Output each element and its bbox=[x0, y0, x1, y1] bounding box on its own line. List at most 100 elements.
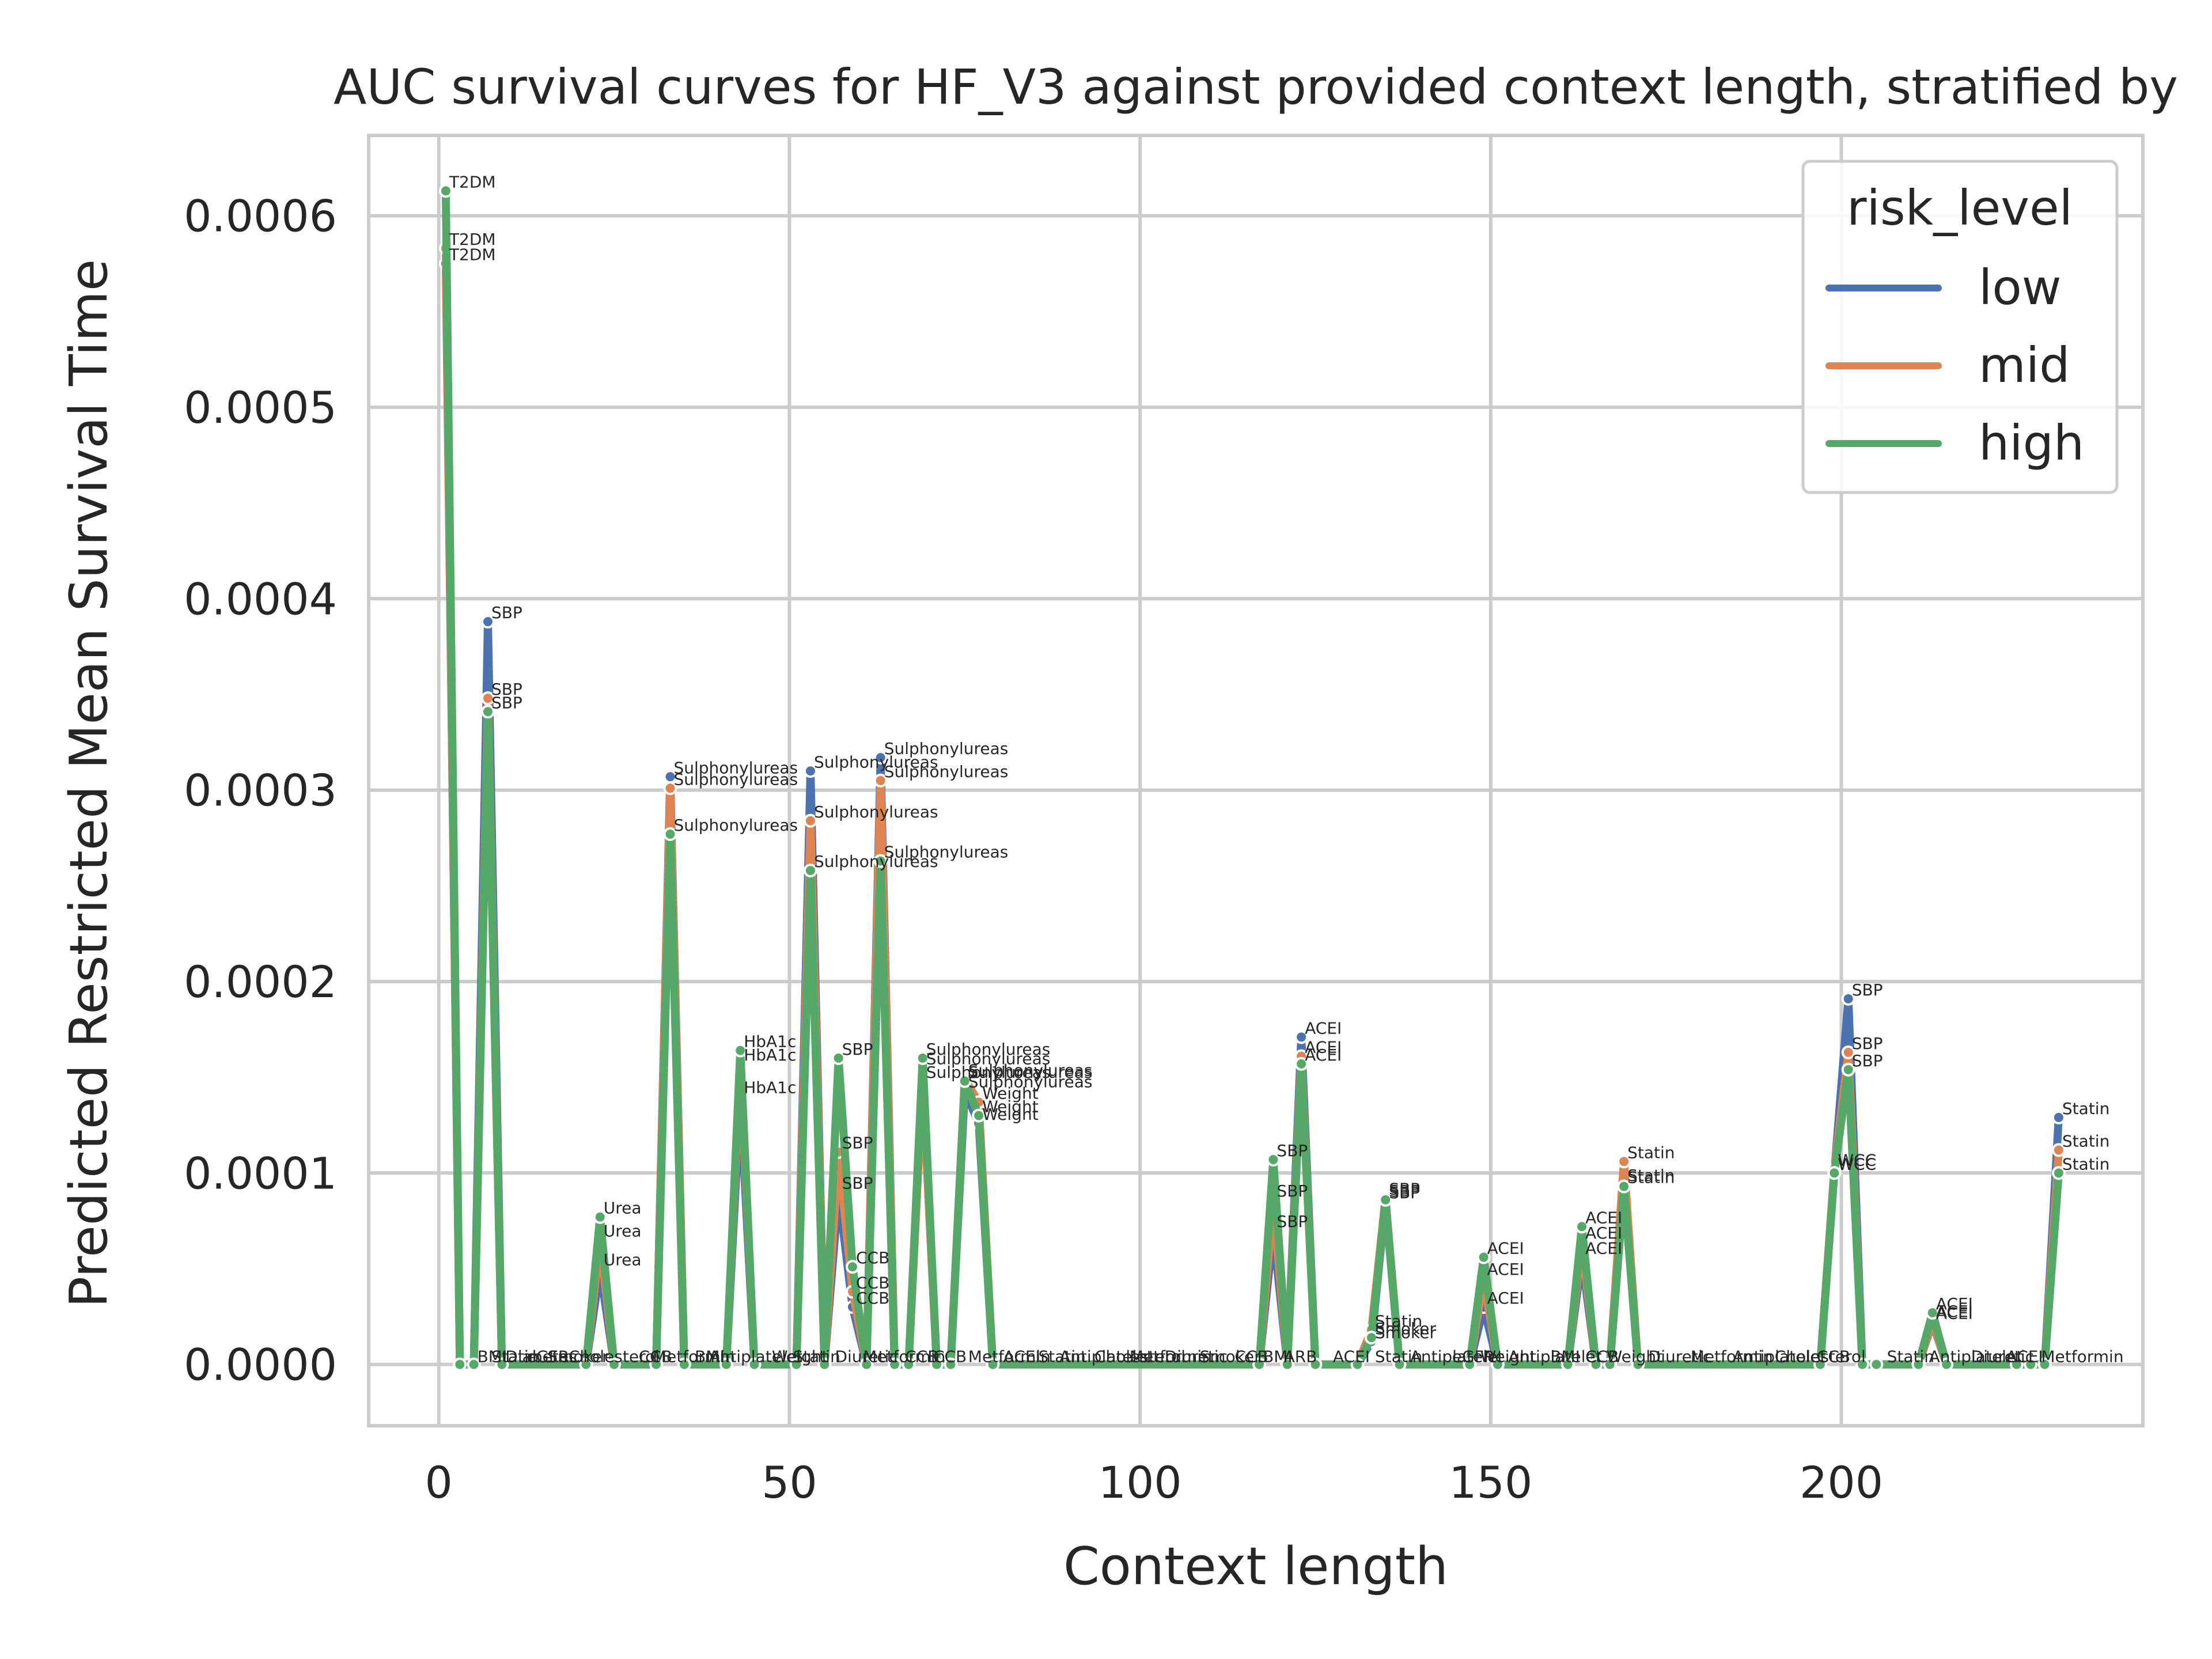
point-annotation: HbA1c bbox=[744, 1032, 796, 1051]
point-annotation: WCC bbox=[1838, 1154, 1876, 1173]
point-annotation: Sulphonylureas bbox=[673, 816, 798, 835]
point-annotation: ACEI bbox=[1487, 1289, 1524, 1308]
data-point-high bbox=[859, 1357, 874, 1372]
x-tick-label: 100 bbox=[1099, 1457, 1182, 1508]
legend-label-low: low bbox=[1979, 259, 2061, 316]
data-point-mid bbox=[663, 781, 677, 796]
data-point-high bbox=[2037, 1357, 2052, 1372]
point-annotation: ACEI bbox=[1305, 1018, 1342, 1037]
data-point-high bbox=[607, 1357, 622, 1372]
y-tick-label: 0.0001 bbox=[184, 1147, 337, 1199]
baseline-annotation: CCB bbox=[1817, 1347, 1850, 1366]
baseline-annotation: Diuretic bbox=[1971, 1347, 2034, 1366]
baseline-annotation: BMI bbox=[695, 1347, 725, 1366]
point-annotation: CCB bbox=[856, 1248, 889, 1267]
baseline-annotation: CCB bbox=[905, 1347, 938, 1366]
point-annotation: SBP bbox=[491, 693, 522, 712]
baseline-annotation: Metformin bbox=[653, 1347, 735, 1366]
baseline-annotation: ARB bbox=[1284, 1347, 1317, 1366]
point-annotation: ACEI bbox=[1585, 1239, 1622, 1258]
data-point-high bbox=[1631, 1357, 1645, 1372]
point-annotation: Sulphonylureas bbox=[968, 1072, 1093, 1091]
point-annotation: T2DM bbox=[449, 245, 496, 264]
baseline-annotation: Diuretic bbox=[835, 1347, 897, 1366]
baseline-annotation: Metformin bbox=[2041, 1347, 2123, 1366]
data-point-high bbox=[2009, 1357, 2024, 1372]
point-annotation: SBP bbox=[842, 1040, 873, 1059]
data-point-low bbox=[1841, 991, 1855, 1006]
x-tick-label: 50 bbox=[762, 1457, 817, 1508]
baseline-annotation: Metformin bbox=[863, 1347, 945, 1366]
baseline-annotation: Antiplatelet bbox=[709, 1347, 802, 1366]
point-annotation: SBP bbox=[1277, 1212, 1308, 1231]
data-point-high bbox=[972, 1108, 986, 1123]
data-point-high bbox=[1308, 1357, 1323, 1372]
point-annotation: CCB bbox=[856, 1289, 889, 1308]
point-annotation: Sulphonylureas bbox=[968, 1060, 1093, 1080]
y-tick-label: 0.0002 bbox=[184, 956, 337, 1007]
x-axis-ticks: 0 50 100 150 200 bbox=[425, 1457, 1883, 1508]
baseline-annotation: CCB bbox=[933, 1347, 967, 1366]
baseline-annotation: Smoker bbox=[547, 1347, 609, 1366]
data-point-high bbox=[1869, 1357, 1884, 1372]
data-point-high bbox=[1491, 1357, 1505, 1372]
axes-frame bbox=[367, 134, 2145, 1427]
data-point-high bbox=[663, 827, 677, 842]
point-annotation: Sulphonylureas bbox=[673, 770, 798, 789]
data-point-high bbox=[593, 1210, 607, 1224]
y-tick-label: 0.0006 bbox=[184, 191, 337, 242]
baseline-annotation: Smoker bbox=[1200, 1347, 1262, 1366]
legend-box bbox=[1801, 160, 2119, 494]
baseline-annotation: CCB bbox=[639, 1347, 672, 1366]
data-point-high bbox=[1463, 1357, 1477, 1372]
baseline-annotation: Weight bbox=[1607, 1347, 1663, 1366]
y-tick-label: 0.0005 bbox=[184, 382, 337, 433]
point-annotation: Sulphonylureas bbox=[673, 758, 798, 777]
baseline-annotation: Weight bbox=[772, 1347, 828, 1366]
annotation-layer: T2DM SBP Urea Sulphonylureas HbA1c Sulphonylu… bbox=[449, 172, 2124, 1366]
data-point-high bbox=[1294, 1056, 1309, 1071]
legend-items: low mid high bbox=[1825, 259, 2084, 471]
point-annotation: Urea bbox=[604, 1199, 642, 1218]
data-point-high bbox=[986, 1357, 1000, 1372]
y-axis-label: Predicted Restricted Mean Survival Time bbox=[59, 259, 119, 1308]
point-annotation: Weight bbox=[982, 1084, 1039, 1103]
baseline-annotation: Statin bbox=[1039, 1347, 1086, 1366]
data-point-high bbox=[2051, 1166, 2066, 1180]
baseline-annotation: ACEI bbox=[1003, 1347, 1040, 1366]
data-point-mid bbox=[1617, 1154, 1631, 1169]
data-point-high bbox=[1603, 1357, 1617, 1372]
point-annotation: WCC bbox=[1838, 1154, 1876, 1173]
baseline-annotation: Metformin bbox=[1130, 1347, 1212, 1366]
data-point-high bbox=[789, 1357, 804, 1372]
data-point-high bbox=[1560, 1357, 1575, 1372]
baseline-annotation: Metformin bbox=[968, 1347, 1051, 1366]
point-annotation: Statin bbox=[2062, 1154, 2109, 1173]
point-annotation: Sulphonylureas bbox=[926, 1050, 1051, 1069]
point-annotation: Urea bbox=[604, 1250, 642, 1269]
baseline-annotation: ACEI bbox=[1333, 1347, 1370, 1366]
point-annotation: ACEI bbox=[1487, 1260, 1524, 1279]
y-tick-label: 0.0003 bbox=[184, 765, 337, 816]
baseline-annotation: Antiplatelet bbox=[1410, 1347, 1504, 1366]
baseline-annotation: Weight bbox=[1480, 1347, 1536, 1366]
data-point-low bbox=[480, 615, 495, 629]
point-annotation: ACEI bbox=[1585, 1208, 1622, 1227]
data-point-high bbox=[1378, 1192, 1393, 1207]
data-point-high bbox=[1575, 1219, 1589, 1234]
data-point-high bbox=[1940, 1357, 1954, 1372]
baseline-annotation: BMI bbox=[1263, 1347, 1293, 1366]
data-point-high bbox=[1364, 1331, 1378, 1345]
point-annotation: ACEI bbox=[1936, 1302, 1973, 1321]
data-point-high bbox=[453, 1357, 467, 1372]
baseline-annotation: Antiplatelet bbox=[1059, 1347, 1153, 1366]
data-point-high bbox=[438, 184, 453, 198]
data-point-mid bbox=[873, 774, 888, 787]
point-annotation: ACEI bbox=[1936, 1304, 1973, 1323]
y-tick-label: 0.0000 bbox=[184, 1339, 337, 1391]
x-tick-label: 150 bbox=[1449, 1457, 1532, 1508]
data-point-low bbox=[873, 751, 888, 765]
data-point-mid bbox=[803, 813, 817, 828]
point-annotation: Sulphonylureas bbox=[926, 1063, 1051, 1082]
legend: risk_level low mid high bbox=[1801, 160, 2119, 494]
